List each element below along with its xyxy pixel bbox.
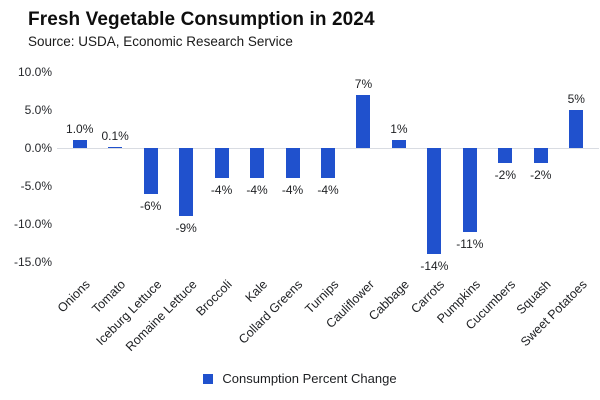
y-axis-tick-label: -10.0% (13, 217, 52, 231)
y-axis-tick-label: -5.0% (20, 179, 52, 193)
x-axis-label-kale: Kale (242, 277, 271, 305)
x-axis-label-sweet-potatoes: Sweet Potatoes (517, 277, 590, 350)
bar-cabbage (391, 140, 406, 148)
y-axis: 10.0% 5.0% 0.0% -5.0% -10.0% -15.0% (0, 65, 52, 269)
bar-iceburg-lettuce (143, 148, 158, 194)
bar-cauliflower (356, 94, 371, 148)
bar-value-label: 5% (567, 92, 585, 106)
bar-onions (72, 140, 87, 148)
bar-squash (533, 148, 548, 164)
plot-area: 1.0% Onions 0.1% Tomato -6% Iceburg Lettuce -9… (55, 72, 599, 354)
bar-value-label: -4% (281, 183, 304, 198)
bar-value-label: -4% (210, 183, 233, 198)
legend-label: Consumption Percent Change (222, 371, 397, 386)
bar-romaine-lettuce (179, 148, 194, 217)
bar-value-label: -2% (494, 168, 516, 183)
bar-value-label: 0.1% (101, 129, 129, 144)
chart-source-subtitle: Source: USDA, Economic Research Service (28, 34, 293, 49)
bar-value-label: -4% (317, 183, 339, 198)
bar-value-label: -4% (246, 183, 268, 198)
x-axis-label-broccoli: Broccoli (193, 277, 235, 319)
y-axis-tick-label: 5.0% (24, 103, 52, 117)
y-axis-tick-label: 0.0% (24, 141, 52, 155)
bar-value-label: -2% (530, 168, 552, 183)
bar-value-label: -14% (420, 259, 449, 274)
bar-sweet-potatoes (569, 110, 584, 148)
y-axis-tick-label: 10.0% (17, 65, 52, 79)
legend: Consumption Percent Change (0, 371, 600, 386)
bar-broccoli (214, 148, 229, 179)
chart-title: Fresh Vegetable Consumption in 2024 (28, 9, 375, 30)
bar-value-label: 7% (354, 76, 373, 91)
bar-value-label: -11% (456, 236, 484, 251)
bar-cucumbers (498, 148, 513, 164)
bar-value-label: 1% (390, 122, 408, 137)
bar-carrots (427, 148, 442, 255)
bar-pumpkins (462, 148, 477, 232)
bar-value-label: -6% (139, 198, 162, 213)
bar-turnips (321, 148, 335, 179)
y-axis-tick-label: -15.0% (13, 255, 52, 269)
bar-kale (250, 148, 265, 179)
legend-swatch (203, 373, 214, 384)
bar-collard-greens (285, 148, 300, 179)
x-axis-label-onions: Onions (55, 277, 93, 316)
bar-value-label: 1.0% (66, 122, 94, 137)
bar-tomato (108, 147, 123, 148)
bar-value-label: -9% (175, 221, 197, 236)
